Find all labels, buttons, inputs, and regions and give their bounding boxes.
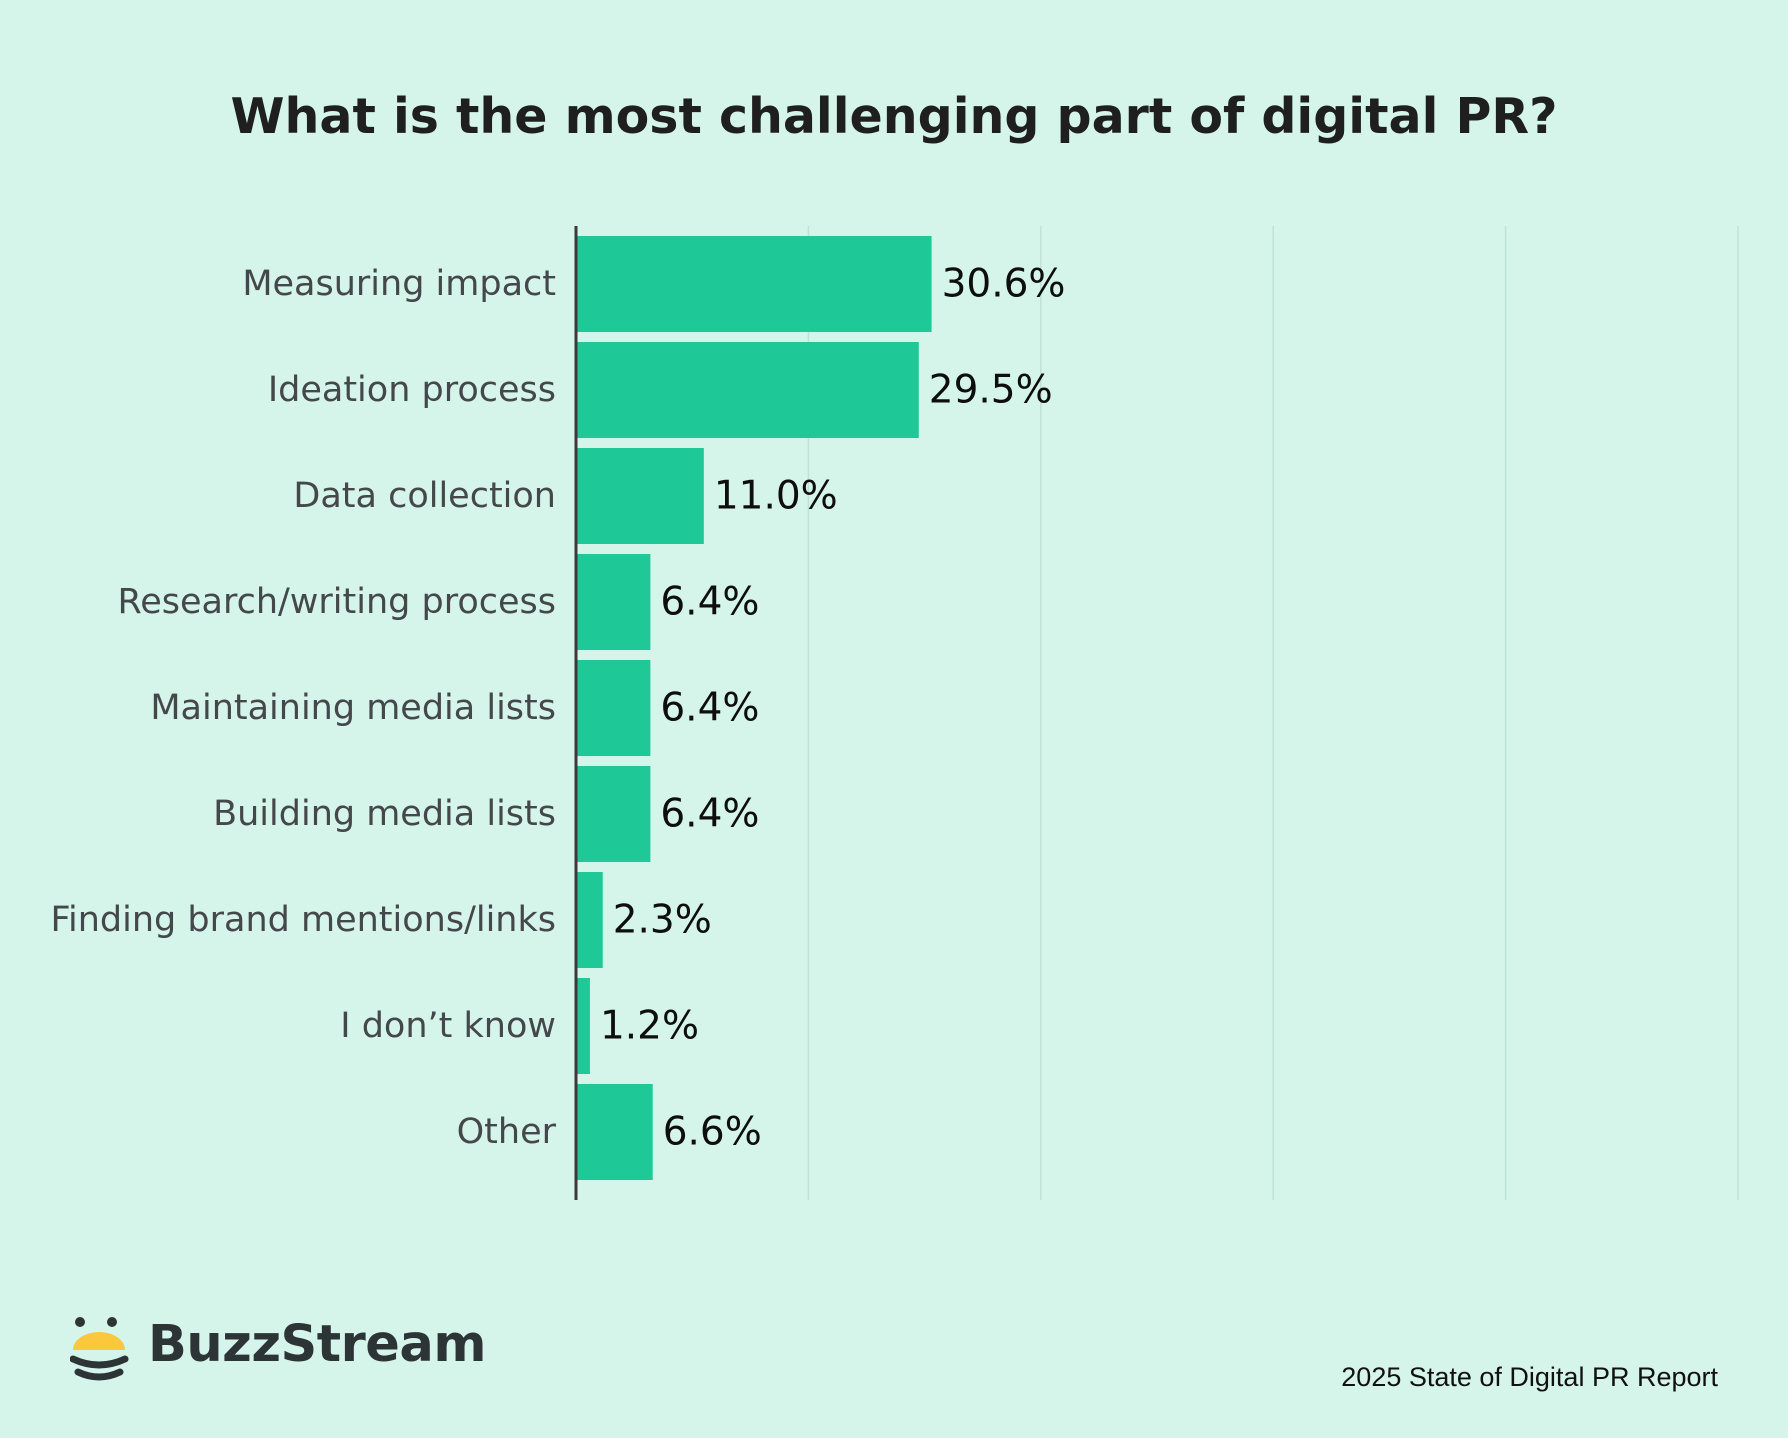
category-label: Measuring impact [242, 264, 556, 304]
report-footnote: 2025 State of Digital PR Report [1341, 1362, 1718, 1392]
category-label: Building media lists [213, 794, 556, 834]
bar [576, 872, 603, 968]
value-label: 6.4% [660, 686, 759, 731]
category-label: Ideation process [268, 370, 556, 410]
bar [576, 660, 651, 756]
bar [576, 236, 932, 332]
category-label: Data collection [293, 476, 556, 516]
bar [576, 766, 651, 862]
bar [576, 554, 651, 650]
value-label: 29.5% [929, 368, 1053, 413]
category-label: Research/writing process [117, 582, 556, 622]
category-label: I don’t know [340, 1006, 556, 1046]
value-label: 6.6% [663, 1110, 762, 1155]
value-label: 1.2% [600, 1004, 699, 1049]
value-label: 2.3% [613, 898, 712, 943]
category-label: Finding brand mentions/links [50, 900, 556, 940]
bar [576, 978, 590, 1074]
value-label: 6.4% [660, 792, 759, 837]
chart-title: What is the most challenging part of dig… [230, 88, 1558, 145]
value-label: 6.4% [660, 580, 759, 625]
bar [576, 342, 919, 438]
bar [576, 448, 704, 544]
brand-name: BuzzStream [148, 1315, 486, 1374]
buzzstream-logo: BuzzStream [69, 1315, 490, 1395]
value-label: 30.6% [942, 262, 1066, 307]
bee-icon [69, 1317, 129, 1381]
category-label: Other [457, 1112, 557, 1152]
category-label: Maintaining media lists [150, 688, 556, 728]
value-label: 11.0% [714, 474, 838, 519]
bar [576, 1084, 653, 1180]
